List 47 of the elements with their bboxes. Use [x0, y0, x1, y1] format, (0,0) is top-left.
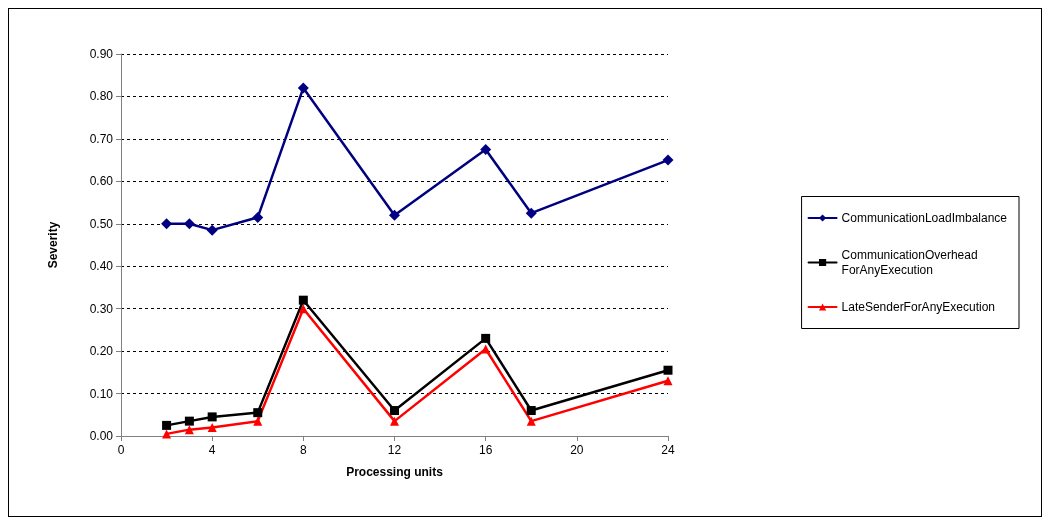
point	[207, 423, 217, 433]
y-tick-label: 0.40	[89, 259, 114, 274]
point	[526, 406, 536, 416]
y-tick-label: 0.10	[89, 386, 114, 401]
y-tick-label: 0.70	[89, 131, 114, 146]
legend-label: LateSenderForAnyExecution	[841, 300, 996, 314]
x-tick-label: 8	[299, 443, 307, 457]
point	[662, 154, 674, 166]
x-tick-label: 24	[661, 443, 675, 457]
point	[184, 425, 194, 435]
point	[183, 218, 195, 230]
point	[184, 416, 194, 426]
y-axis-title: Severity	[46, 221, 60, 269]
point	[253, 416, 263, 426]
x-axis-title: Processing units	[346, 465, 444, 479]
point	[298, 295, 308, 305]
point	[663, 365, 673, 375]
y-tick-label: 0.00	[89, 429, 114, 443]
point	[161, 218, 173, 230]
point	[207, 412, 217, 422]
point	[297, 82, 309, 94]
point	[481, 333, 491, 343]
x-tick-label: 20	[570, 443, 584, 457]
point	[162, 420, 172, 430]
point	[390, 406, 399, 416]
point	[252, 211, 264, 223]
point	[525, 207, 537, 219]
point	[389, 209, 400, 221]
point	[390, 416, 399, 426]
legend-label: CommunicationLoadImbalance	[841, 211, 1008, 225]
point	[480, 144, 492, 155]
point	[253, 408, 263, 418]
y-tick-label: 0.30	[89, 301, 114, 316]
point	[298, 304, 308, 314]
y-tick-label: 0.50	[89, 216, 114, 231]
point	[526, 416, 536, 426]
x-tick-label: 4	[208, 443, 216, 457]
point	[206, 224, 218, 236]
x-tick-label: 0	[117, 443, 125, 457]
legend-label: CommunicationOverhead ForAnyExecution	[841, 248, 978, 277]
y-tick-label: 0.80	[89, 89, 114, 104]
point	[663, 376, 673, 386]
x-tick-label: 12	[387, 443, 402, 457]
y-tick-label: 0.90	[89, 47, 114, 61]
y-tick-label: 0.20	[89, 344, 114, 359]
x-tick-label: 16	[478, 443, 493, 457]
y-tick-label: 0.60	[89, 174, 114, 189]
